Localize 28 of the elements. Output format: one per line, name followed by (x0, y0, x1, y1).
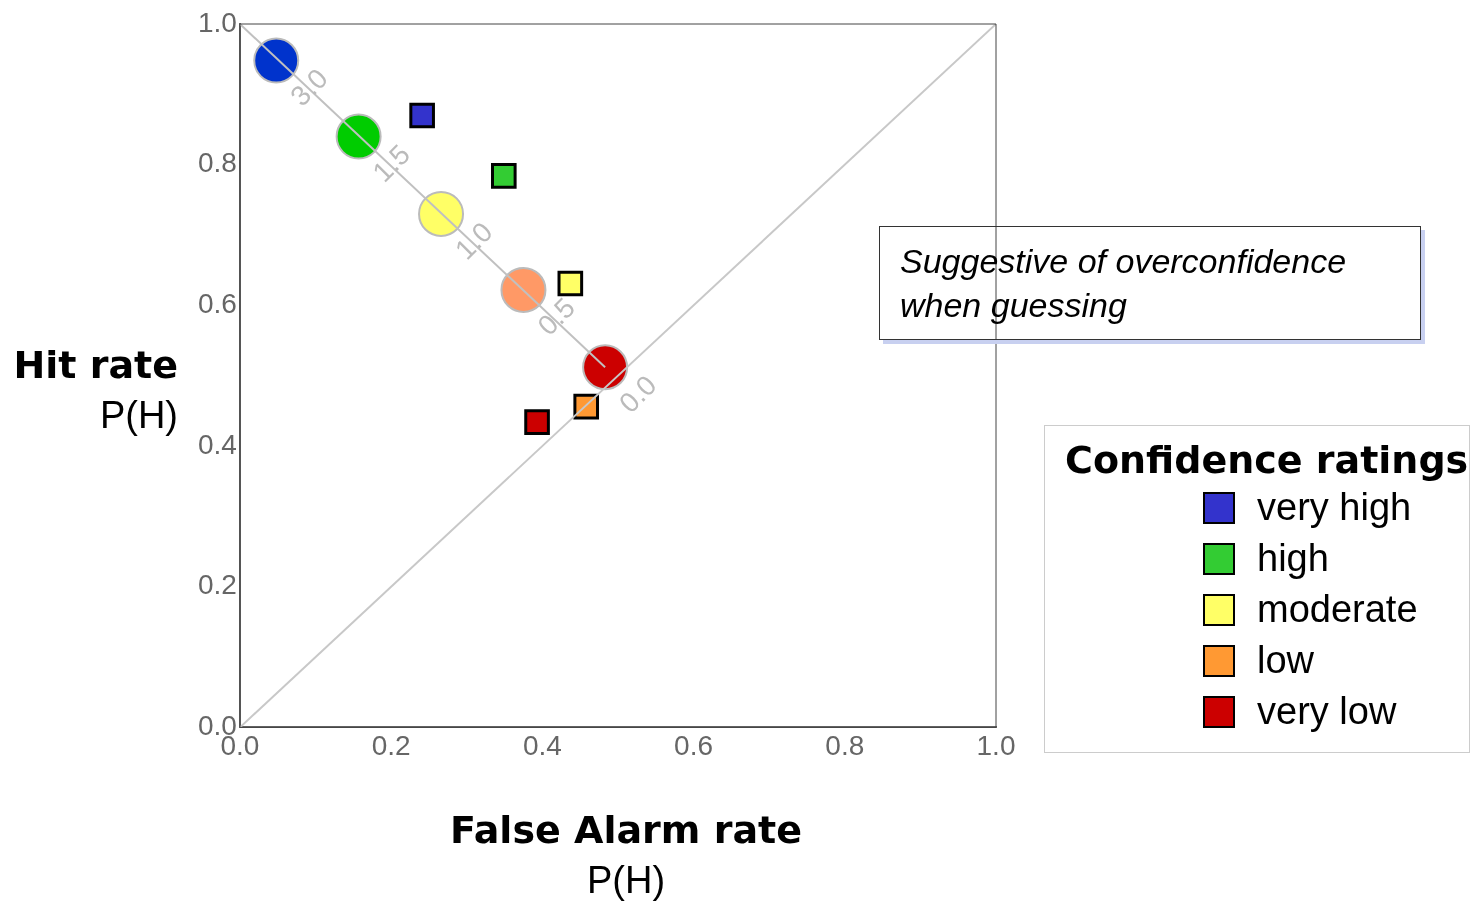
annotation: 0.0 (613, 369, 663, 419)
legend-label: moderate (1257, 588, 1418, 631)
annotation: 3.0 (284, 62, 334, 113)
y-tick-label: 0.8 (197, 147, 237, 179)
legend-label: high (1257, 537, 1329, 580)
annotation: 0.5 (531, 291, 581, 342)
y-tick-label: 0.6 (197, 288, 237, 320)
x-tick-label: 1.0 (976, 729, 1016, 761)
y-tick-label: 0.4 (197, 428, 237, 460)
legend-label: very high (1257, 486, 1412, 529)
x-axis-title: False Alarm rate P(H) (449, 807, 803, 903)
point (524, 409, 550, 435)
legend-title: Confidence ratings (1065, 438, 1469, 482)
x-tick-label: 0.8 (825, 729, 865, 761)
legend-label: very low (1257, 690, 1397, 733)
legend-label: low (1257, 639, 1315, 682)
annotation: 1.0 (449, 215, 499, 266)
y-tick-label: 0.2 (197, 569, 237, 601)
annotation: 1.5 (366, 138, 417, 189)
point (557, 270, 584, 297)
x-tick-label: 0.4 (522, 729, 562, 761)
point (490, 163, 517, 189)
x-tick-label: 0.2 (371, 729, 411, 761)
annotation: Suggestive of overconfidence when guessing (879, 226, 1421, 340)
x-tick-label: 0.6 (674, 729, 714, 761)
point (409, 102, 435, 129)
y-axis-title: Hit rate P(H) (12, 342, 178, 438)
y-tick-label: 1.0 (197, 6, 237, 38)
